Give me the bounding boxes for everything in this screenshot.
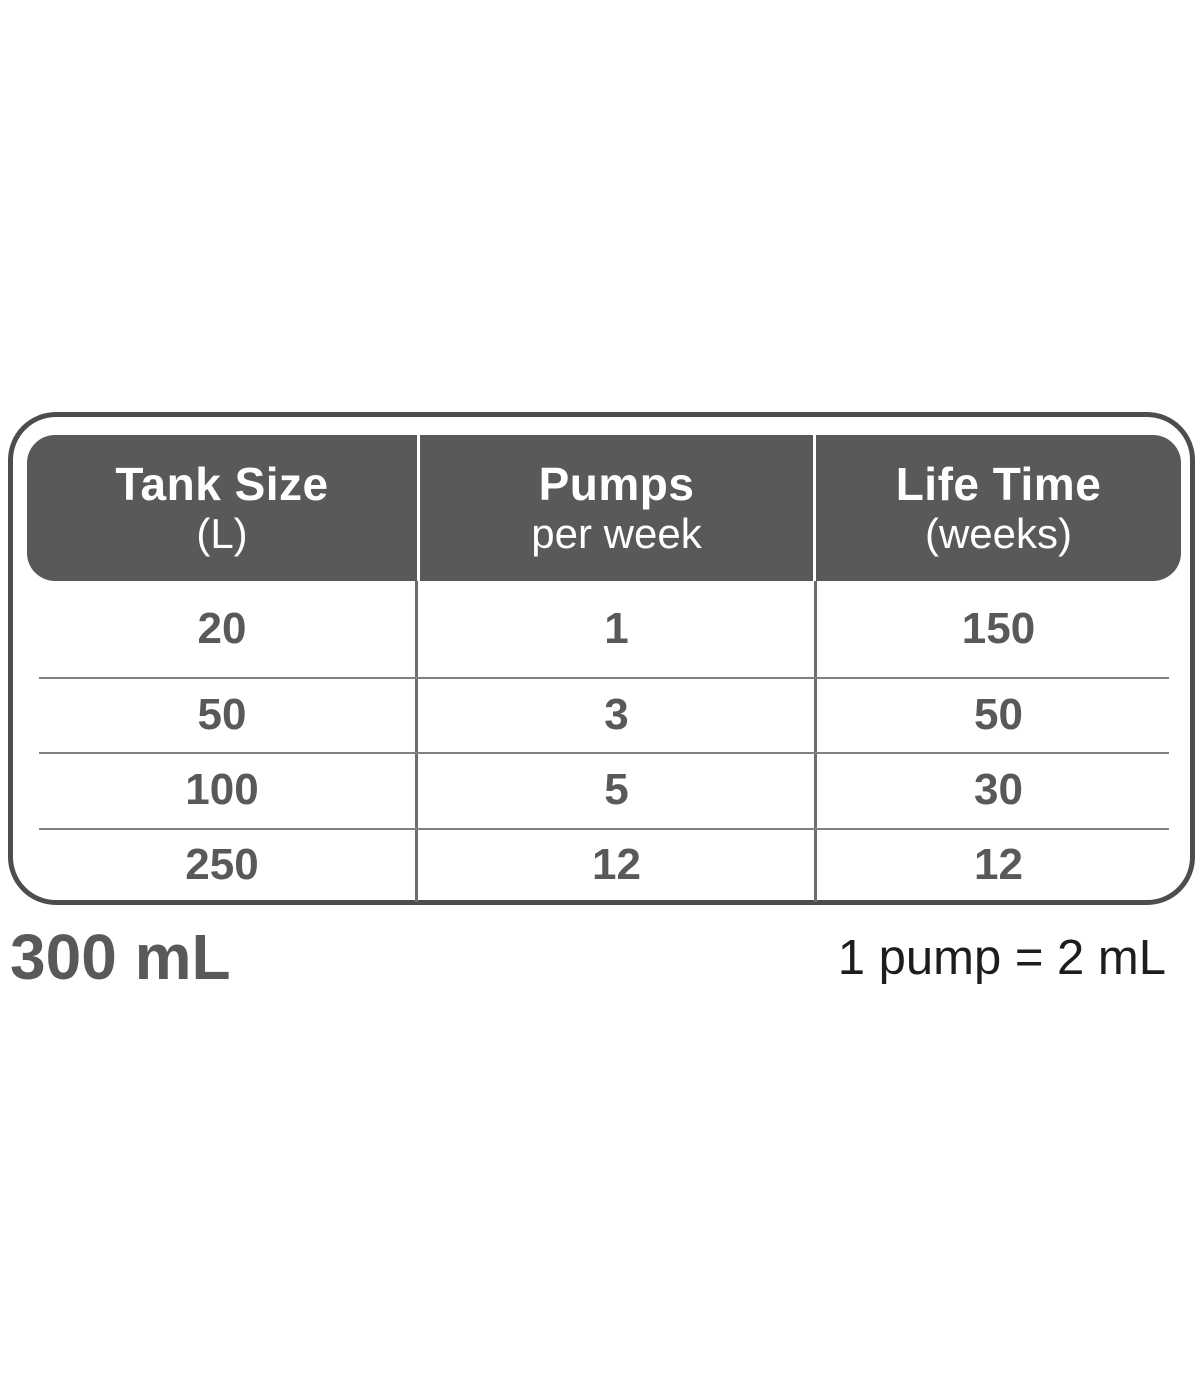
column-subtitle: (L) [196,510,248,558]
table-cell: 150 [961,604,1036,653]
column-title: Pumps [538,457,695,510]
dosage-table-card: Tank Size (L) Pumps per week Life Time (… [8,412,1195,905]
table-body: 20 1 150 50 3 50 100 5 30 250 12 12 [27,581,1181,902]
header-cell-pumps: Pumps per week [417,435,816,581]
table-cell: 250 [185,840,259,889]
bottle-volume-label: 300 mL [10,921,231,993]
row-separator [39,677,1169,679]
column-divider [415,581,418,902]
pump-conversion-note: 1 pump = 2 mL [837,931,1166,985]
table-cell: 3 [604,689,629,739]
column-subtitle: per week [531,510,702,558]
column-divider [814,581,817,902]
header-cell-life-time: Life Time (weeks) [816,435,1181,581]
column-title: Life Time [895,457,1102,510]
table-cell: 12 [974,840,1023,889]
table-cell: 100 [185,765,259,814]
table-cell: 1 [604,604,629,653]
table-cell: 50 [197,689,247,739]
row-separator [39,828,1169,830]
column-title: Tank Size [115,457,329,510]
table-cell: 30 [974,765,1023,814]
table-cell: 20 [197,604,247,653]
row-separator [39,752,1169,754]
table-cell: 12 [592,840,641,889]
column-subtitle: (weeks) [924,510,1073,558]
table-cell: 50 [974,689,1023,739]
table-cell: 5 [604,765,629,814]
table-header-row: Tank Size (L) Pumps per week Life Time (… [27,435,1181,581]
header-cell-tank-size: Tank Size (L) [27,435,417,581]
